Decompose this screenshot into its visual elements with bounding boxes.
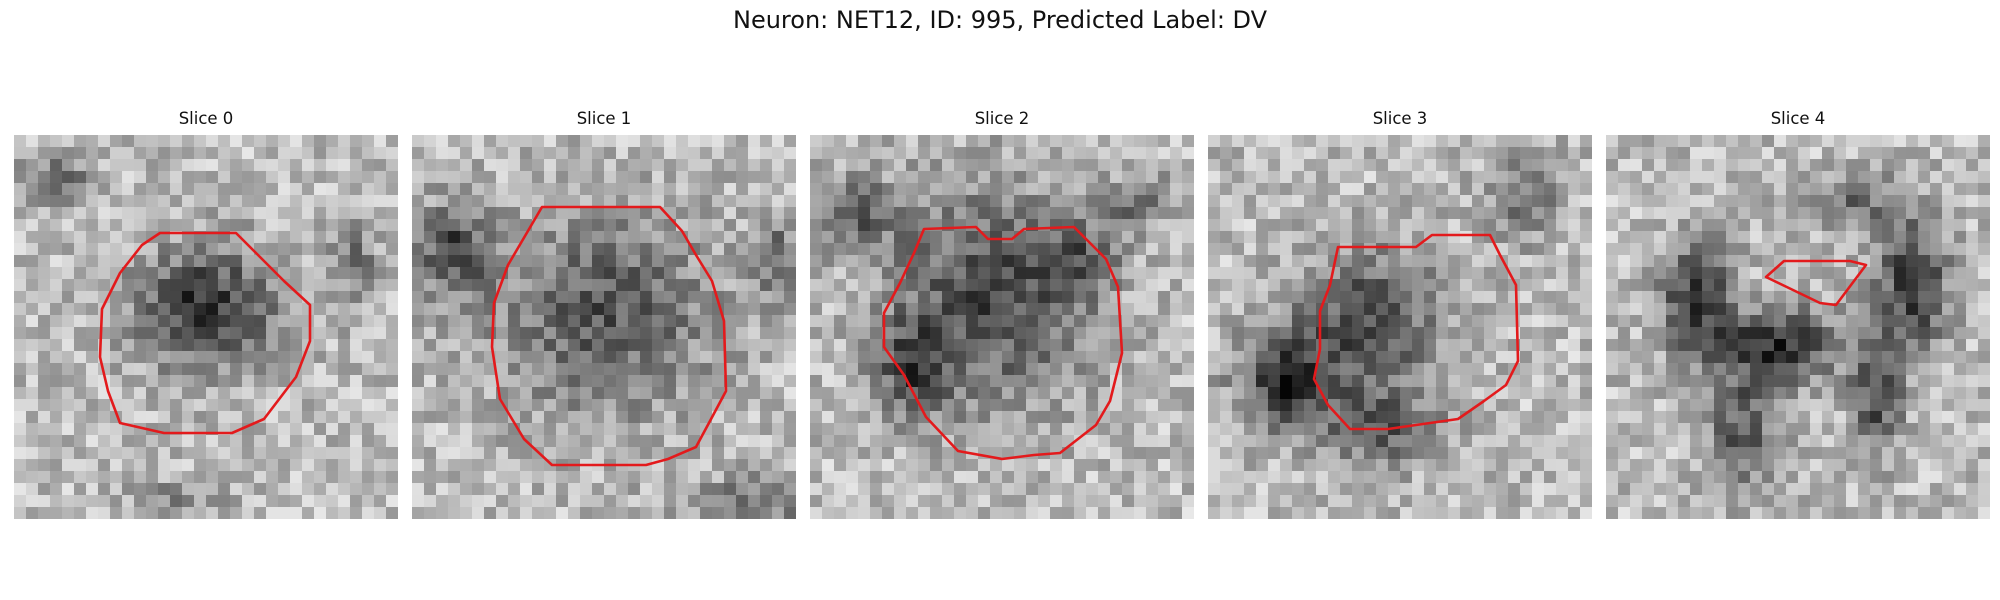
slice-image-3 (1208, 135, 1592, 519)
slice-image-1 (412, 135, 796, 519)
slice-image-2 (810, 135, 1194, 519)
slice-title-4: Slice 4 (1770, 109, 1826, 128)
slice-image-0 (14, 135, 398, 519)
slice-title-3: Slice 3 (1372, 109, 1428, 128)
slice-image-4 (1606, 135, 1990, 519)
slice-title-1: Slice 1 (576, 109, 632, 128)
figure-title: Neuron: NET12, ID: 995, Predicted Label:… (732, 6, 1268, 34)
slice-title-2: Slice 2 (974, 109, 1030, 128)
slice-title-0: Slice 0 (178, 109, 234, 128)
